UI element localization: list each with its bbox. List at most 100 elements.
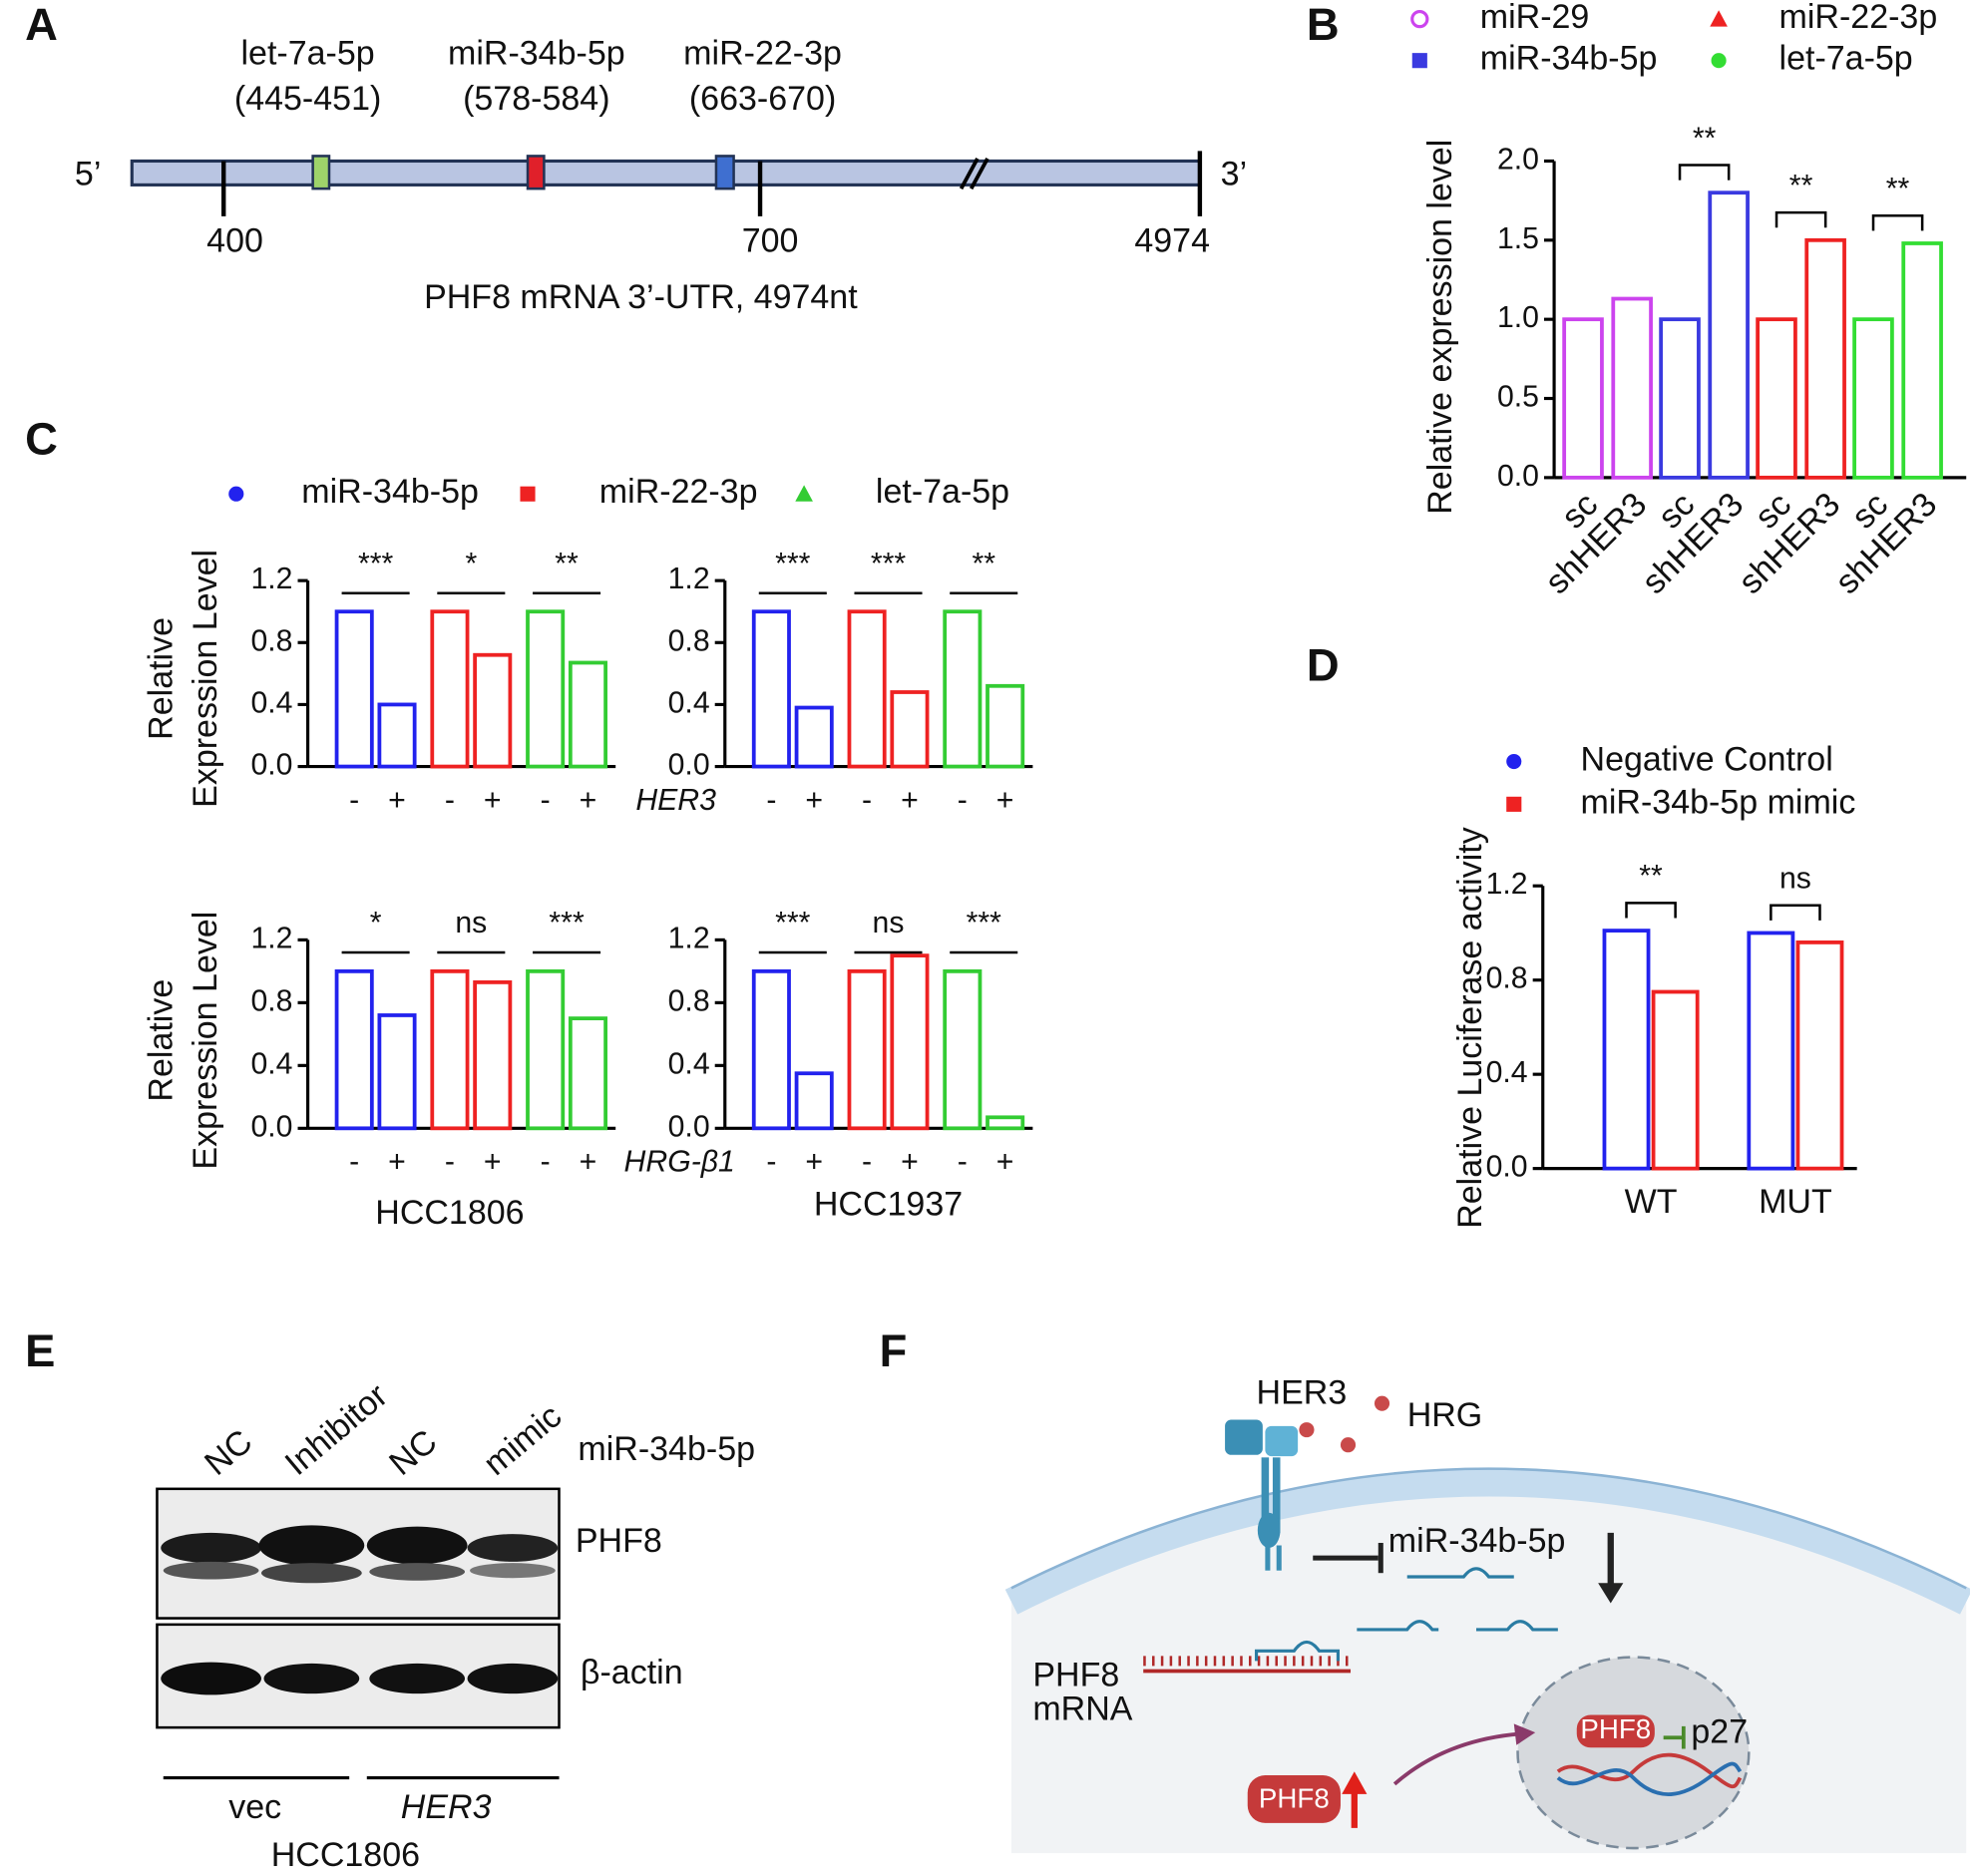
bar — [568, 660, 608, 769]
x-tick-label: + — [805, 1146, 823, 1179]
bar — [943, 609, 983, 769]
panel-label: F — [880, 1325, 908, 1376]
band — [161, 1532, 261, 1564]
schematic: HER3 HRG miR-34b-5p PHF8 mRNA PHF8 p27 P… — [1004, 1373, 1970, 1854]
x-tick-label: - — [862, 784, 872, 817]
band — [163, 1561, 259, 1580]
utr-tick-label: 4974 — [1134, 221, 1210, 259]
y-tick-label: 0.8 — [250, 984, 292, 1017]
x-tick-label: + — [388, 1146, 406, 1179]
significance-label: ** — [1886, 173, 1910, 205]
legend-label: miR-34b-5p — [1480, 40, 1658, 78]
x-tick-label: + — [805, 784, 823, 817]
y-axis-label: Relative — [143, 617, 181, 740]
legend-label: miR-29 — [1480, 0, 1590, 36]
bar — [1901, 241, 1943, 480]
group-label: HER3 — [401, 1788, 492, 1826]
y-axis-label: Expression Level — [187, 912, 224, 1170]
ligand — [1374, 1395, 1390, 1411]
y-tick-label: 0.4 — [668, 1047, 710, 1080]
panel-label: B — [1307, 0, 1340, 50]
bar — [1795, 940, 1844, 1171]
panel-label: E — [25, 1325, 55, 1376]
bar — [751, 968, 791, 1131]
arrow — [1598, 1583, 1624, 1604]
bar — [526, 968, 566, 1131]
x-tick-label: - — [445, 784, 455, 817]
bar — [1756, 317, 1797, 480]
x-tick-label: - — [541, 784, 551, 817]
y-tick-label: 1.5 — [1497, 222, 1539, 255]
break-mark — [959, 158, 980, 190]
protein — [1247, 1775, 1341, 1823]
bar — [473, 980, 513, 1131]
bar — [1708, 190, 1750, 480]
arrow — [1513, 1723, 1536, 1745]
protein-label: PHF8 — [1259, 1783, 1330, 1814]
x-tick-label: - — [541, 1146, 551, 1179]
x-tick-label: - — [349, 1146, 359, 1179]
legend-marker — [1410, 9, 1429, 29]
bar — [430, 609, 470, 769]
mirna — [1475, 1620, 1558, 1632]
bar — [847, 968, 887, 1131]
x-tick-label: - — [766, 784, 776, 817]
x-tick-label: + — [580, 784, 597, 817]
significance-label: *** — [775, 548, 811, 580]
site-name: miR-34b-5p — [448, 35, 625, 73]
y-tick-label: 0.0 — [250, 749, 292, 782]
band — [161, 1662, 261, 1695]
row-label: β-actin — [581, 1654, 683, 1691]
site-box — [526, 155, 546, 190]
significance-label: ** — [1639, 860, 1663, 893]
bar — [751, 609, 791, 769]
x-tick-label: + — [580, 1146, 597, 1179]
lane-label: Inhibitor — [278, 1376, 395, 1483]
protein — [1576, 1714, 1655, 1748]
group-label: vec — [228, 1788, 281, 1826]
membrane — [1004, 1468, 1970, 1615]
x-tick-label: + — [901, 1146, 919, 1179]
y-tick-label: 0.0 — [1486, 1151, 1528, 1184]
three-prime: 3’ — [1221, 156, 1247, 193]
lane-label: NC — [197, 1422, 259, 1483]
legend-label: let-7a-5p — [1779, 40, 1913, 78]
x-tick-label: + — [484, 1146, 502, 1179]
treatment-label: HRG-β1 — [624, 1146, 735, 1179]
panel-label: A — [25, 0, 58, 50]
y-tick-label: 0.8 — [668, 984, 710, 1017]
significance-label: ** — [972, 548, 995, 580]
y-tick-label: 1.2 — [1486, 868, 1528, 901]
y-tick-label: 1.2 — [668, 563, 710, 595]
significance-label: ** — [1789, 170, 1813, 202]
bar — [1804, 237, 1846, 480]
bar — [1852, 317, 1894, 480]
site-box — [311, 155, 331, 190]
bar — [377, 1013, 417, 1131]
ligand — [1299, 1422, 1315, 1438]
cell-line: HCC1806 — [271, 1836, 420, 1874]
band — [369, 1663, 466, 1694]
legend-marker — [1506, 796, 1522, 812]
mirna — [1357, 1620, 1439, 1632]
bar — [1611, 296, 1653, 480]
significance-label: ns — [455, 907, 487, 939]
legend-label: let-7a-5p — [876, 473, 1009, 511]
panel-label: D — [1307, 639, 1340, 690]
x-axis-label: HCC1806 — [375, 1194, 524, 1232]
legend-marker — [1411, 53, 1427, 69]
y-tick-label: 0.0 — [668, 1110, 710, 1143]
western-blot: NC Inhibitor NC mimic miR-34b-5p PHF8 β-… — [156, 1376, 755, 1874]
legend-label: Negative Control — [1581, 741, 1833, 779]
legend-label: miR-34b-5p — [301, 473, 479, 511]
utr-tick-label: 700 — [742, 221, 799, 259]
y-tick-label: 1.2 — [668, 922, 710, 954]
x-tick-label: - — [958, 784, 968, 817]
significance-bracket — [1678, 164, 1731, 181]
nucleus — [1516, 1656, 1751, 1850]
significance-bracket — [1774, 210, 1827, 228]
lane-title: miR-34b-5p — [578, 1430, 755, 1468]
lane-label: mimic — [477, 1397, 569, 1483]
legend-marker — [1711, 53, 1727, 69]
bar — [1651, 989, 1700, 1171]
